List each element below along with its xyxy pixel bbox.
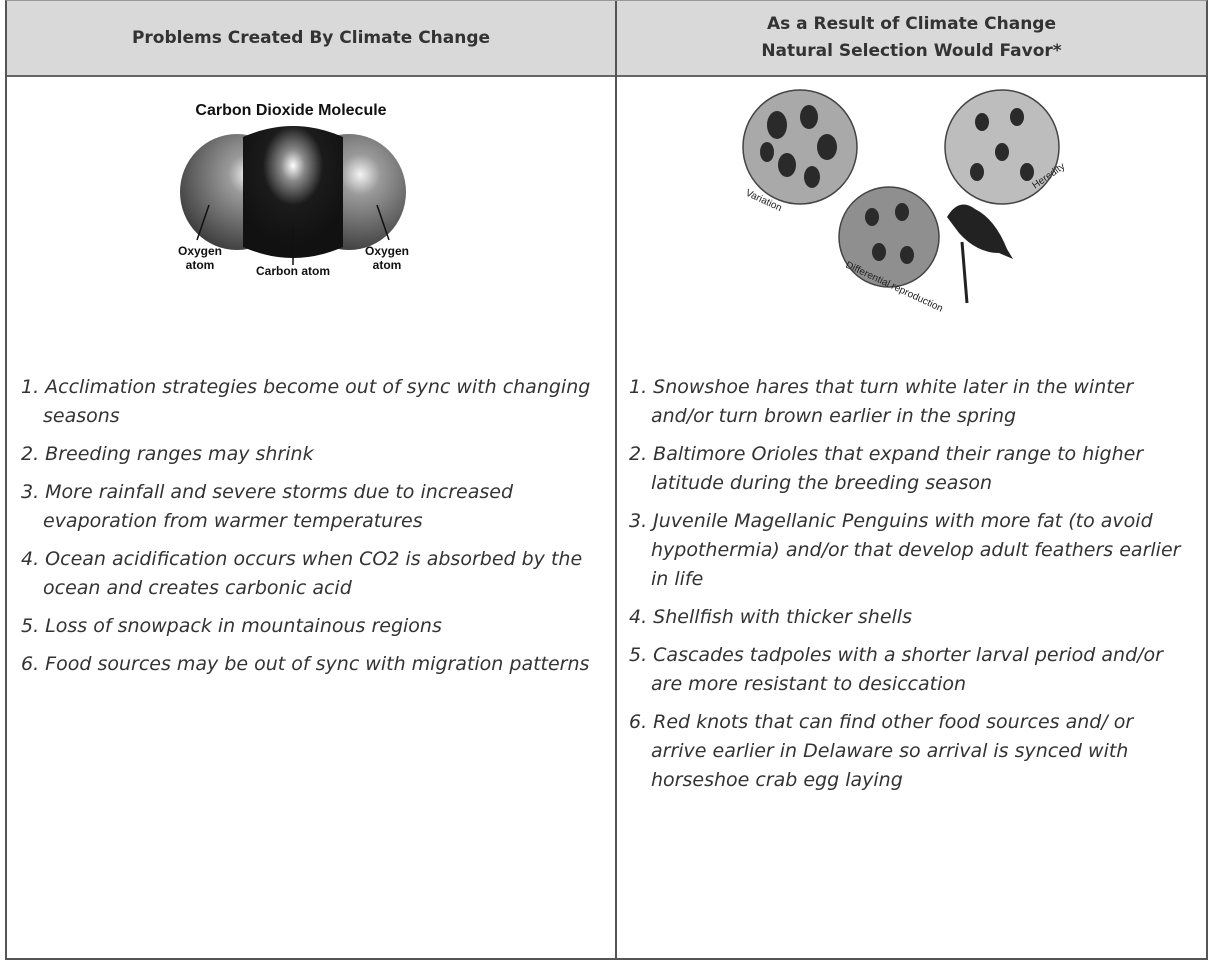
list-item: 5. Loss of snowpack in mountainous regio…: [21, 615, 442, 637]
co2-figure: Carbon Dioxide Molecule Oxygen atom Carb…: [178, 102, 409, 278]
bird: [947, 204, 1013, 259]
column-header: Problems Created By Climate Change: [7, 1, 615, 77]
list-item: 2. Breeding ranges may shrink: [21, 443, 314, 465]
list-item: 6. Food sources may be out of sync with …: [21, 653, 590, 675]
pointer: [376, 204, 390, 241]
figure-label: atom: [373, 258, 402, 272]
list-item: 3. Juvenile Magellanic Penguins with mor…: [629, 510, 1181, 590]
figure-label: Oxygen: [365, 244, 409, 258]
variation-circle: [742, 89, 858, 205]
figure-label: atom: [186, 258, 215, 272]
figure-label: Carbon atom: [256, 264, 330, 278]
list-item: 1. Snowshoe hares that turn white later …: [629, 376, 1134, 427]
pointer: [196, 204, 210, 241]
problem-list: 1. Acclimation strategies become out of …: [21, 373, 597, 688]
column-header: As a Result of Climate Change Natural Se…: [617, 1, 1206, 77]
header-line: Problems Created By Climate Change: [131, 27, 491, 48]
header-line: As a Result of Climate Change: [766, 14, 1057, 34]
list-item: 3. More rainfall and severe storms due t…: [21, 481, 514, 532]
list-item: 6. Red knots that can find other food so…: [629, 711, 1134, 791]
column: As a Result of Climate Change Natural Se…: [617, 1, 1206, 958]
selection-figure: Variation Heredity Differential reproduc…: [742, 89, 1067, 315]
table: Problems Created By Climate Change Carbo…: [5, 0, 1208, 960]
list-item: 5. Cascades tadpoles with a shorter larv…: [629, 644, 1163, 695]
figure-label: Oxygen: [178, 244, 222, 258]
figure-title: Carbon Dioxide Molecule: [195, 102, 386, 119]
header-line: Natural Selection Would Favor*: [761, 41, 1062, 61]
list-item: 4. Ocean acidification occurs when CO2 i…: [21, 548, 583, 599]
favor-list: 1. Snowshoe hares that turn white later …: [629, 373, 1188, 804]
carbon-sphere: [243, 126, 343, 258]
list-item: 2. Baltimore Orioles that expand their r…: [629, 443, 1144, 494]
beetles: [760, 105, 1034, 264]
reproduction-circle: [838, 186, 940, 288]
branch: [960, 241, 969, 304]
list-item: 4. Shellfish with thicker shells: [629, 606, 912, 628]
column: Problems Created By Climate Change Carbo…: [7, 1, 617, 958]
list-item: 1. Acclimation strategies become out of …: [21, 376, 591, 427]
page: {"table": {"columns": [ {"header": ["Pro…: [5, 0, 1208, 960]
